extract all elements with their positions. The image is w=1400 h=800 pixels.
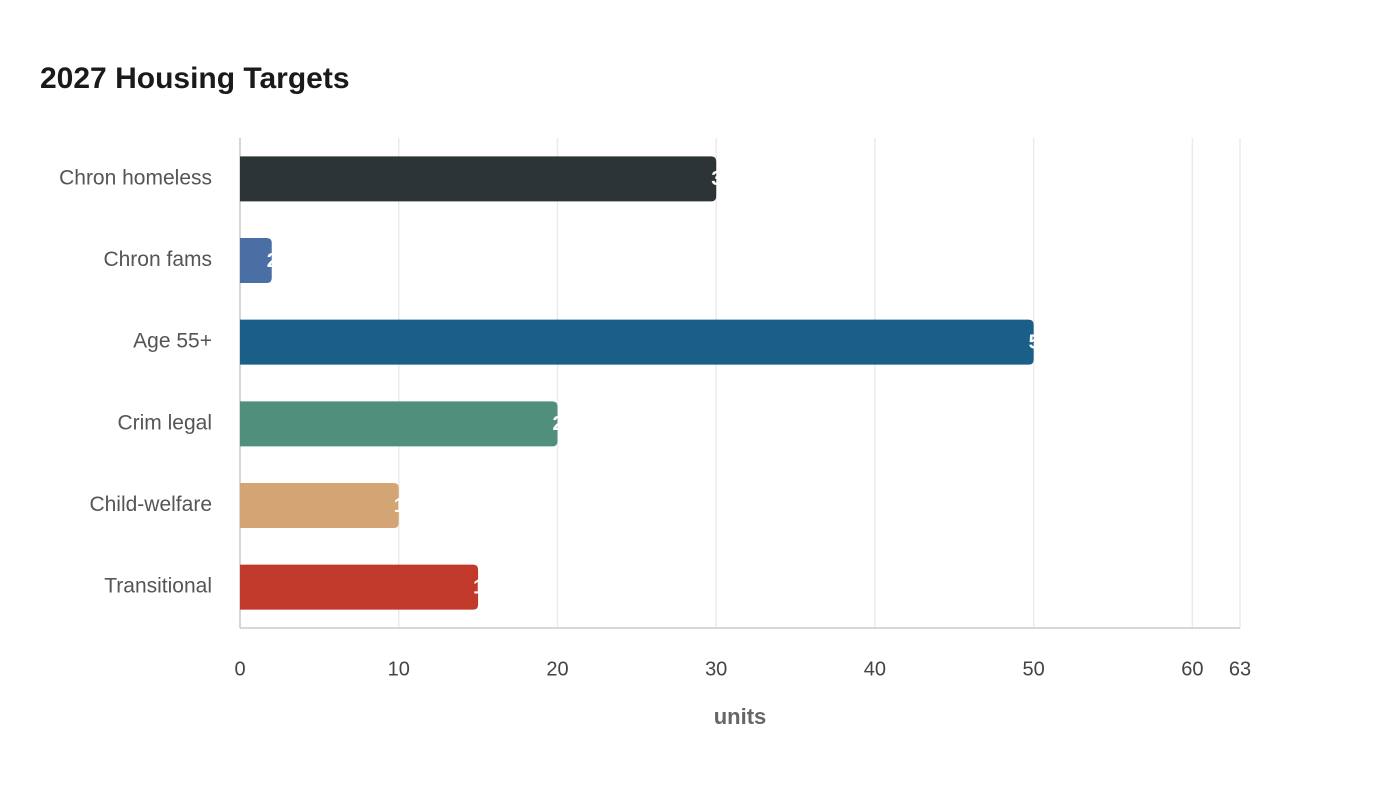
x-tick-label: 60: [1181, 658, 1203, 680]
x-tick-label: 50: [1023, 658, 1045, 680]
bar: [240, 401, 558, 447]
y-tick-label: Age 55+: [133, 330, 212, 353]
value-label: 50: [1029, 331, 1051, 353]
y-tick-label: Chron homeless: [59, 166, 212, 189]
x-axis-title: units: [714, 704, 767, 729]
x-tick-label: 0: [234, 658, 245, 680]
bar: [240, 483, 399, 528]
y-tick-label: Child-welfare: [89, 493, 212, 516]
value-label: 15: [473, 576, 495, 598]
x-tick-label: 10: [388, 658, 410, 680]
y-tick-label: Transitional: [104, 575, 212, 598]
x-tick-label: 20: [546, 658, 568, 680]
bar: [240, 319, 1034, 365]
bar: [240, 564, 479, 610]
bar: [240, 238, 272, 283]
y-tick-label: Chron fams: [103, 248, 212, 271]
x-tick-label: 30: [705, 658, 727, 680]
bar: [240, 156, 717, 202]
value-label: 30: [711, 168, 733, 190]
x-tick-label: 40: [864, 658, 886, 680]
value-label: 10: [394, 495, 416, 517]
chart-title: 2027 Housing Targets: [40, 62, 350, 95]
value-label: 20: [552, 413, 574, 435]
y-tick-label: Crim legal: [117, 411, 212, 434]
value-label: 2: [267, 250, 278, 272]
x-tick-label: 63: [1229, 658, 1251, 680]
